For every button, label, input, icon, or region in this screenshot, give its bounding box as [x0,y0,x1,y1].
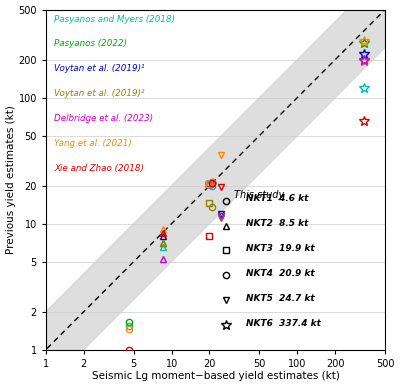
X-axis label: Seismic Lg moment−based yield estimates (kt): Seismic Lg moment−based yield estimates … [92,372,340,382]
Text: NKT6  337.4 kt: NKT6 337.4 kt [246,319,321,328]
Text: NKT2  8.5 kt: NKT2 8.5 kt [246,219,308,228]
Text: Pasyanos and Myers (2018): Pasyanos and Myers (2018) [54,15,175,24]
Text: Delbridge et al. (2023): Delbridge et al. (2023) [54,114,154,123]
Text: Pasyanos (2022): Pasyanos (2022) [54,39,127,48]
Text: NKT1  4.6 kt: NKT1 4.6 kt [246,195,308,204]
Text: This study: This study [234,190,284,200]
Text: Yang et al. (2021): Yang et al. (2021) [54,139,132,148]
Text: NKT3  19.9 kt: NKT3 19.9 kt [246,244,315,253]
Text: NKT5  24.7 kt: NKT5 24.7 kt [246,294,315,303]
Text: Voytan et al. (2019)²: Voytan et al. (2019)² [54,89,145,98]
Text: NKT4  20.9 kt: NKT4 20.9 kt [246,269,315,278]
Polygon shape [40,0,395,387]
Text: Xie and Zhao (2018): Xie and Zhao (2018) [54,164,144,173]
Y-axis label: Previous yield estimates (kt): Previous yield estimates (kt) [6,105,16,254]
Text: Voytan et al. (2019)¹: Voytan et al. (2019)¹ [54,64,145,73]
